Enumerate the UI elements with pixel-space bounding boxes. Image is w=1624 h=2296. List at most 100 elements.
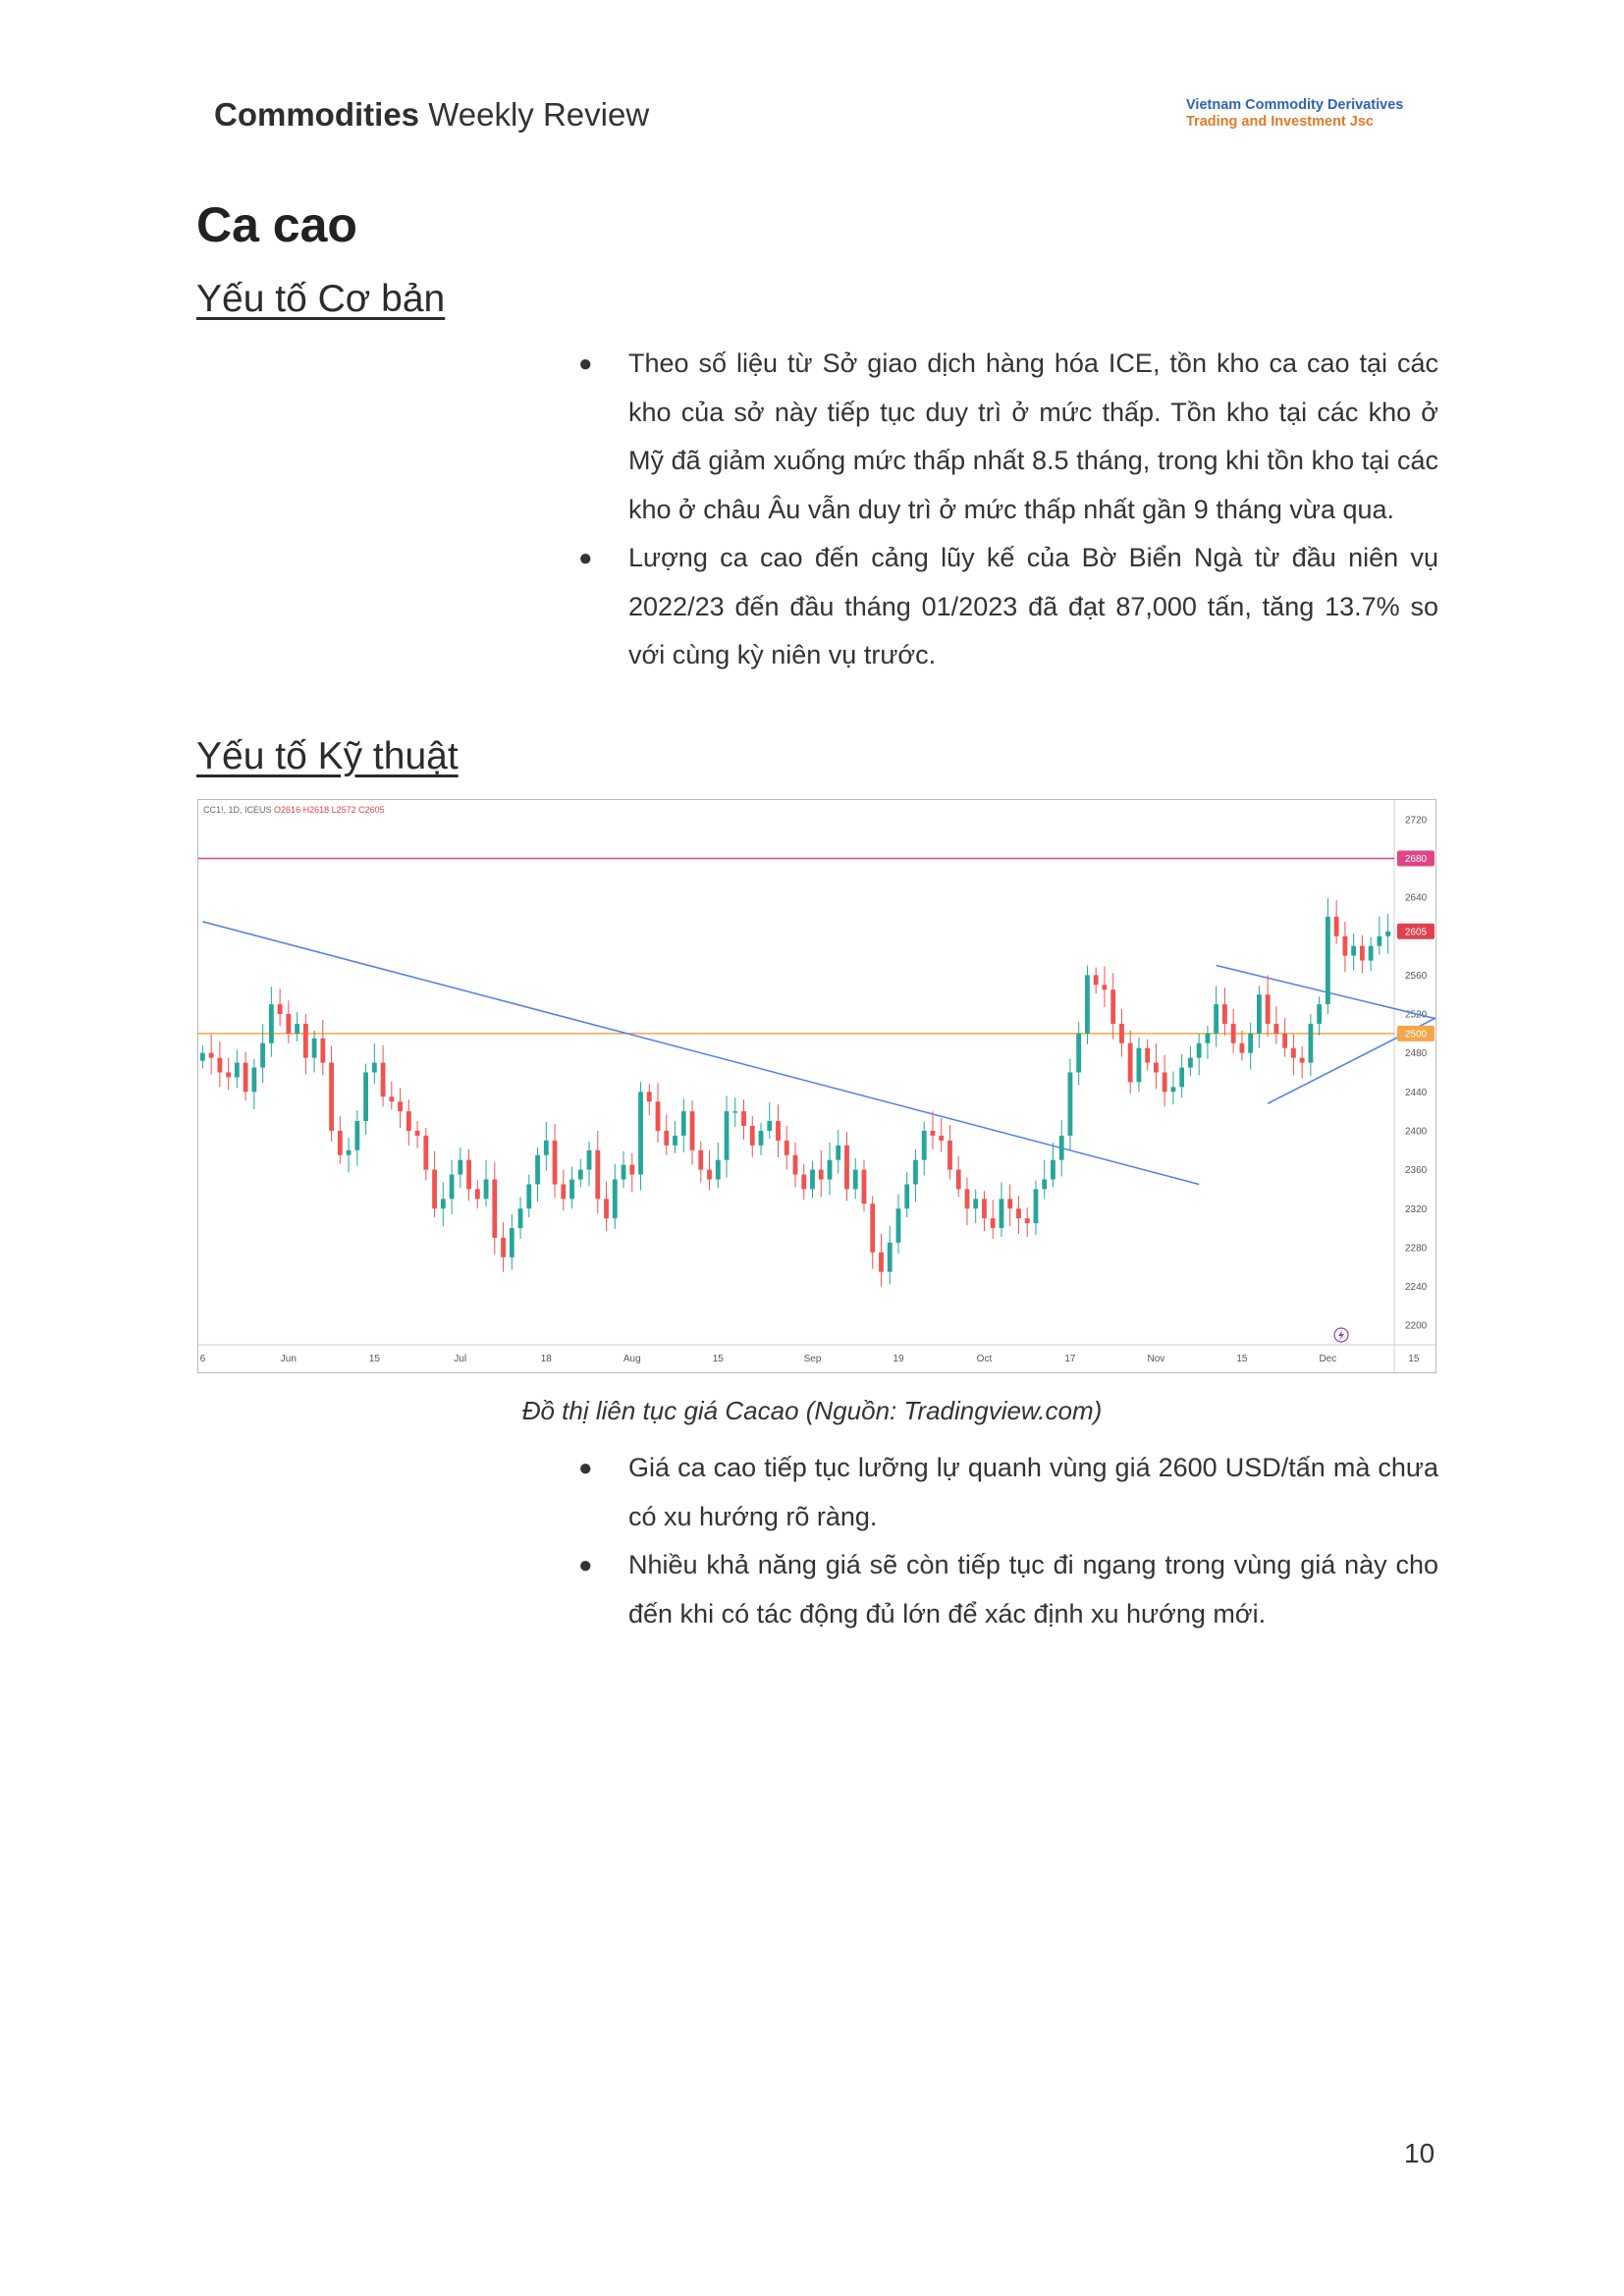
candle-body — [474, 1189, 480, 1200]
candle-body — [1102, 985, 1108, 990]
candle-body — [251, 1067, 257, 1093]
lightning-icon — [1333, 1327, 1349, 1343]
y-tick-label: 2640 — [1405, 893, 1428, 904]
candle-body — [501, 1237, 506, 1257]
lightning-bolt-icon — [1338, 1330, 1344, 1341]
candle-body — [1377, 935, 1382, 946]
candle-body — [1299, 1057, 1305, 1063]
candle-body — [964, 1189, 970, 1209]
candle-body — [329, 1062, 335, 1131]
x-tick-label: 15 — [713, 1354, 725, 1364]
candle-body — [1282, 1033, 1288, 1048]
candle-body — [389, 1096, 395, 1102]
candle-body — [879, 1252, 884, 1272]
candle-body — [1239, 1042, 1245, 1053]
candle-body — [509, 1228, 514, 1257]
candle-body — [724, 1111, 730, 1160]
technical-bullet: ● Giá ca cao tiếp tục lưỡng lự quanh vùng… — [574, 1444, 1438, 1541]
candle-body — [1179, 1067, 1185, 1088]
candle-body — [1273, 1023, 1279, 1034]
x-tick-label: Oct — [977, 1354, 993, 1364]
y-tick-label: 2320 — [1405, 1204, 1428, 1215]
candle-body — [973, 1199, 979, 1209]
candle-body — [732, 1111, 738, 1113]
y-tick-label: 2520 — [1405, 1010, 1428, 1021]
candle-body — [1024, 1218, 1030, 1224]
candle-body — [569, 1179, 574, 1200]
candle-body — [861, 1169, 867, 1204]
support-price-tag — [1397, 1025, 1435, 1041]
candle-body — [1359, 945, 1365, 961]
y-tick-label: 2440 — [1405, 1088, 1428, 1098]
candle-body — [955, 1169, 961, 1190]
candle-body — [423, 1135, 429, 1170]
candle-body — [776, 1121, 781, 1141]
candle-body — [311, 1038, 317, 1058]
candle-body — [577, 1169, 583, 1180]
y-tick-label: 2240 — [1405, 1282, 1428, 1293]
candle-body — [1145, 1047, 1151, 1063]
candle-body — [870, 1203, 876, 1253]
candle-body — [432, 1169, 437, 1209]
bullet-text: Lượng ca cao đến cảng lũy kế của Bờ Biển… — [628, 543, 1438, 669]
candle-body — [827, 1159, 833, 1180]
candle-body — [449, 1174, 455, 1200]
candle-body — [844, 1145, 849, 1190]
fundamentals-bullet: ● Lượng ca cao đến cảng lũy kế của Bờ Biể… — [574, 534, 1438, 680]
candle-body — [1110, 989, 1116, 1024]
y-tick-label: 2480 — [1405, 1048, 1428, 1059]
x-tick-label: Jun — [281, 1354, 297, 1364]
x-tick-label: 15 — [1236, 1354, 1248, 1364]
last-price-tag-label: 2605 — [1405, 927, 1428, 937]
candle-body — [1170, 1087, 1176, 1093]
candle-body — [295, 1023, 300, 1034]
candle-body — [1368, 945, 1374, 961]
bullet-text: Nhiều khả năng giá sẽ còn tiếp tục đi ng… — [628, 1550, 1438, 1629]
candle-body — [604, 1199, 609, 1219]
y-tick-label: 2400 — [1405, 1126, 1428, 1137]
chart-canvas: 2720 2640 2560 2520 2480 2440 2400 2360 2320 2280… — [198, 800, 1435, 1372]
bullet-icon: ● — [578, 545, 593, 571]
candle-body — [268, 1004, 274, 1043]
candle-body — [1333, 916, 1339, 936]
candle-body — [621, 1164, 626, 1180]
candle-body — [680, 1111, 686, 1136]
candle-body — [1042, 1179, 1048, 1190]
trendline — [1216, 964, 1435, 1020]
support-price-tag-label: 2500 — [1405, 1029, 1428, 1040]
candle-body — [380, 1062, 386, 1097]
candle-body — [1317, 1004, 1323, 1024]
candle-body — [226, 1072, 232, 1078]
candle-body — [990, 1218, 996, 1229]
candle-body — [1076, 1033, 1082, 1073]
report-title-light: Weekly Review — [428, 96, 650, 133]
candle-body — [784, 1140, 789, 1155]
candle-body — [852, 1169, 858, 1190]
candle-body — [1127, 1042, 1133, 1083]
candle-body — [1342, 935, 1348, 956]
candle-body — [1067, 1072, 1073, 1136]
fundamentals-bullet-list: ● Theo số liệu từ Sở giao dịch hàng hóa I… — [574, 340, 1438, 680]
candle-body — [458, 1159, 463, 1175]
candle-body — [552, 1140, 558, 1185]
fundamentals-bullet: ● Theo số liệu từ Sở giao dịch hàng hóa I… — [574, 340, 1438, 534]
section-heading-fundamentals: Yếu tố Cơ bản — [196, 278, 446, 320]
candle-body — [371, 1062, 377, 1073]
candle-body — [483, 1179, 489, 1200]
candle-body — [199, 1052, 205, 1061]
candle-body — [1033, 1189, 1039, 1224]
company-logo-text: Vietnam Commodity Derivatives Trading an… — [1186, 97, 1403, 131]
candle-body — [535, 1154, 540, 1185]
candle-body — [1119, 1023, 1124, 1043]
resistance-price-tag — [1397, 850, 1435, 867]
candle-body — [689, 1111, 695, 1150]
report-title-strong: Commodities — [214, 96, 420, 133]
candle-body — [595, 1149, 601, 1200]
candle-body — [1256, 994, 1262, 1034]
last-price-tag — [1397, 923, 1435, 939]
candle-body — [921, 1130, 927, 1160]
candle-body — [286, 1014, 292, 1034]
bullet-icon: ● — [578, 350, 593, 377]
candle-body — [1016, 1208, 1021, 1219]
candle-body — [887, 1242, 893, 1272]
